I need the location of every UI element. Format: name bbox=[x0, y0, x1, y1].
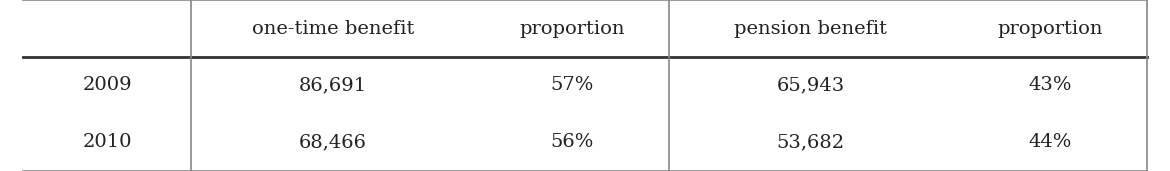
Text: 57%: 57% bbox=[550, 76, 594, 95]
Text: 44%: 44% bbox=[1028, 134, 1072, 152]
Text: proportion: proportion bbox=[997, 19, 1102, 37]
Text: 43%: 43% bbox=[1028, 76, 1072, 95]
Text: 2009: 2009 bbox=[83, 76, 132, 95]
Text: one-time benefit: one-time benefit bbox=[252, 19, 414, 37]
Text: pension benefit: pension benefit bbox=[735, 19, 887, 37]
Text: proportion: proportion bbox=[519, 19, 625, 37]
Text: 86,691: 86,691 bbox=[300, 76, 367, 95]
Text: 68,466: 68,466 bbox=[300, 134, 367, 152]
Text: 53,682: 53,682 bbox=[777, 134, 845, 152]
Text: 56%: 56% bbox=[550, 134, 594, 152]
Text: 2010: 2010 bbox=[83, 134, 132, 152]
Text: 65,943: 65,943 bbox=[777, 76, 845, 95]
